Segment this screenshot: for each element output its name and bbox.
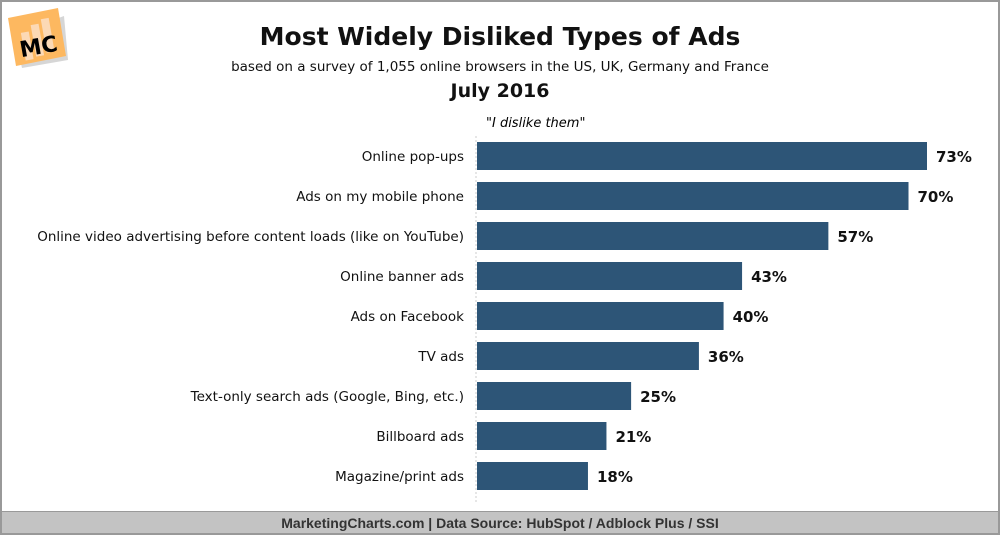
data-label: 21%: [615, 428, 651, 446]
source-footer: MarketingCharts.com | Data Source: HubSp…: [2, 511, 998, 533]
category-label: TV ads: [417, 349, 464, 365]
category-label: Online banner ads: [340, 269, 464, 285]
category-label: Online video advertising before content …: [37, 229, 464, 245]
data-label: 43%: [751, 268, 787, 286]
chart-title: Most Widely Disliked Types of Ads: [259, 22, 741, 51]
data-label: 25%: [640, 388, 676, 406]
data-label: 36%: [708, 348, 744, 366]
bar: [477, 462, 588, 490]
chart-subtitle: based on a survey of 1,055 online browse…: [231, 59, 769, 75]
bar: [477, 342, 699, 370]
data-label: 70%: [918, 188, 954, 206]
bar-plot: Online pop-ups 73% Ads on my mobile phone 7…: [37, 136, 972, 502]
bar: [477, 222, 829, 250]
chart-date: July 2016: [450, 80, 550, 102]
data-label: 73%: [936, 148, 972, 166]
marketingcharts-logo: MC: [8, 8, 68, 68]
category-label: Online pop-ups: [362, 149, 464, 165]
bar: [477, 142, 927, 170]
bar: [477, 302, 724, 330]
data-label: 57%: [837, 228, 873, 246]
bar: [477, 182, 909, 210]
data-label: 18%: [597, 468, 633, 486]
category-label: Text-only search ads (Google, Bing, etc.…: [190, 389, 464, 405]
series-label: "I dislike them": [486, 116, 586, 131]
bar: [477, 262, 743, 290]
bar: [477, 422, 607, 450]
data-label: 40%: [733, 308, 769, 326]
category-label: Billboard ads: [376, 429, 464, 445]
category-label: Ads on my mobile phone: [296, 189, 464, 205]
category-label: Magazine/print ads: [335, 469, 464, 485]
category-label: Ads on Facebook: [351, 309, 465, 325]
bar: [477, 382, 632, 410]
